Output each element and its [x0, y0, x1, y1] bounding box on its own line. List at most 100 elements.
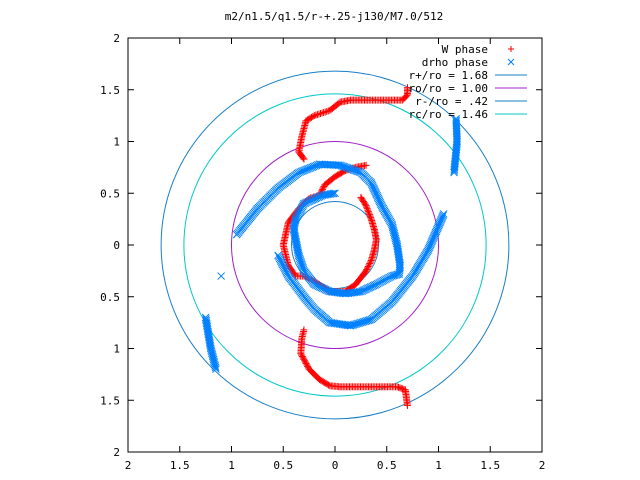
- x-axis-tick-labels: 2 1.5 1 0.5 0 0.5 1 1.5 2: [125, 459, 546, 472]
- w-phase-point: [364, 206, 372, 214]
- w-phase-point: [365, 261, 373, 269]
- drho-phase-point: [202, 318, 211, 326]
- reference-circle: [183, 93, 487, 397]
- drho-phase-point: [203, 322, 212, 331]
- chart-title: m2/n1.5/q1.5/r-+.25-j130/M7.0/512: [225, 10, 444, 23]
- w-phase-point: [366, 211, 373, 219]
- drho-phase-point: [204, 327, 212, 336]
- x-tick-label: 0: [332, 459, 339, 472]
- drho-phase-point: [205, 338, 214, 347]
- drho-phase-point: [361, 317, 370, 326]
- w-phase-point: [318, 109, 326, 117]
- drho-phase-point: [205, 333, 213, 342]
- drho-phase-point: [202, 315, 210, 323]
- drho-phase-point: [205, 335, 214, 344]
- w-phase-point: [357, 193, 365, 201]
- drho-phase-point: [450, 167, 459, 175]
- reference-circle: [231, 141, 439, 349]
- legend-label: W phase: [442, 43, 488, 56]
- y-axis-tick-labels: 2 1.5 1 0.5 0 0.5 1 1.5 2: [100, 32, 120, 459]
- drho-phase-point: [274, 252, 283, 261]
- w-phase-point: [327, 105, 335, 113]
- drho-phase-point: [206, 343, 215, 351]
- drho-phase-point: [204, 332, 213, 340]
- x-tick-label: 1.5: [170, 459, 190, 472]
- drho-phase-point: [392, 239, 401, 248]
- y-tick-label: 1.5: [100, 84, 120, 97]
- drho-phase-point: [329, 319, 337, 327]
- drho-phase-point: [318, 191, 327, 200]
- legend-marker: [508, 46, 514, 52]
- w-phase-point: [364, 208, 372, 216]
- y-tick-label: 1: [113, 136, 120, 149]
- drho-phase-point: [327, 287, 336, 296]
- drho-phase-point: [201, 313, 210, 322]
- w-phase-point: [363, 203, 371, 211]
- drho-phase-point: [362, 316, 371, 325]
- drho-phase-point: [293, 245, 302, 253]
- drho-phase-point: [395, 270, 404, 278]
- drho-phase-point: [294, 251, 303, 260]
- w-phase-point: [366, 259, 374, 267]
- drho-phase-point: [320, 191, 328, 199]
- x-tick-label: 1: [228, 459, 235, 472]
- drho-phase-point: [203, 321, 211, 330]
- drho-phase-point: [274, 251, 282, 260]
- legend-marker: [507, 58, 515, 66]
- y-tick-label: 1.5: [100, 394, 120, 407]
- w-phase-point: [312, 111, 320, 119]
- drho-phase-point: [292, 240, 301, 249]
- drho-phase-point: [450, 165, 459, 174]
- w-phase-point: [321, 108, 329, 116]
- w-phase-point: [317, 110, 325, 118]
- w-phase-point: [320, 109, 328, 117]
- drho-phase-point: [357, 318, 365, 327]
- drho-phase-point: [365, 316, 374, 324]
- legend-label: drho phase: [422, 56, 488, 69]
- w-phase-point: [313, 111, 321, 119]
- drho-phase-point: [293, 246, 302, 255]
- drho-phase-point: [206, 341, 215, 350]
- drho-phase-point: [367, 315, 376, 324]
- drho-phase-point: [292, 239, 301, 247]
- legend-label: ro/ro = 1.00: [409, 82, 488, 95]
- drho-phase-point: [323, 190, 332, 199]
- w-phase-point: [367, 215, 375, 223]
- drho-phase-point: [202, 319, 211, 328]
- drho-phase-point: [205, 336, 214, 345]
- x-tick-label: 1.5: [480, 459, 500, 472]
- w-phase-point: [299, 154, 307, 162]
- w-phase-point: [300, 326, 308, 334]
- drho-phase-point: [359, 317, 368, 326]
- w-phase-point: [319, 184, 327, 192]
- drho-phase-point: [321, 190, 330, 199]
- drho-phase-point: [329, 189, 338, 198]
- x-tick-label: 0.5: [377, 459, 397, 472]
- drho-phase-point: [392, 270, 401, 279]
- drho-phase-point: [217, 272, 226, 280]
- y-tick-label: 2: [113, 32, 120, 45]
- legend-label: rc/ro = 1.46: [409, 108, 488, 121]
- drho-phase-point: [291, 218, 299, 226]
- drho-phase-point: [352, 320, 361, 328]
- legend-label: r-/ro = .42: [415, 95, 488, 108]
- w-phase-point: [363, 205, 371, 213]
- drho-phase-point: [358, 318, 367, 327]
- drho-phase-point: [331, 189, 339, 198]
- y-tick-label: 0.5: [100, 291, 120, 304]
- drho-phase-point: [203, 324, 212, 333]
- drho-phase-point: [328, 189, 336, 198]
- w-phase-point: [367, 214, 375, 222]
- w-phase-point: [394, 383, 402, 391]
- reference-circle: [160, 70, 510, 420]
- w-phase-point: [365, 209, 373, 217]
- drho-phase-point: [294, 249, 303, 258]
- drho-phase-point: [326, 190, 335, 198]
- drho-phase-point: [324, 190, 333, 199]
- drho-phase-point: [295, 253, 304, 261]
- w-phase-point: [300, 155, 308, 163]
- w-phase-point: [321, 181, 329, 189]
- w-phase-point: [315, 110, 323, 118]
